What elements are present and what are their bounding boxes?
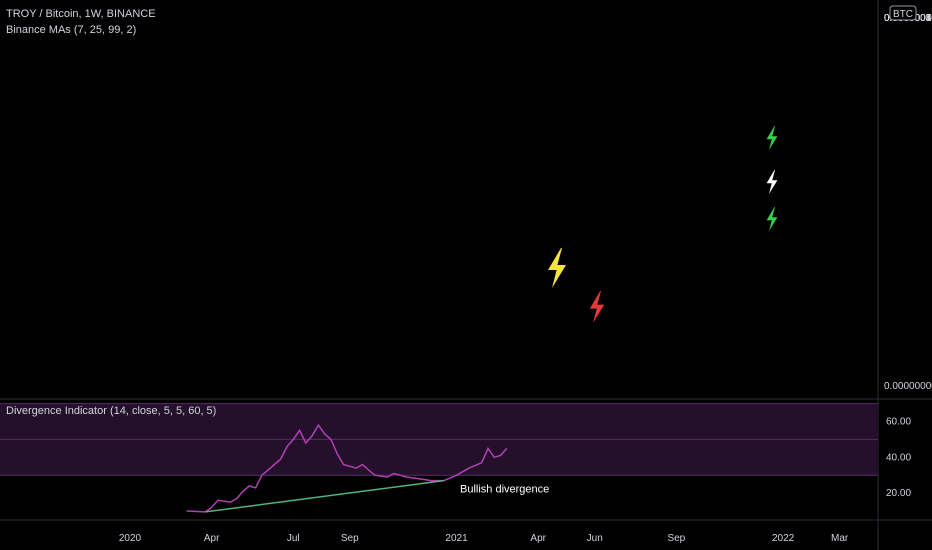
- bolts: [548, 126, 778, 323]
- symbol-legend[interactable]: TROY / Bitcoin, 1W, BINANCE: [6, 8, 156, 20]
- bolt-red-icon: [589, 291, 605, 323]
- time-tick-label: Apr: [530, 533, 546, 544]
- indicator-tick-label: 40.00: [886, 452, 911, 463]
- indicator-legend[interactable]: Divergence Indicator (14, close, 5, 5, 6…: [6, 405, 217, 417]
- rsi-line: [186, 423, 508, 513]
- time-tick-label: Jun: [587, 533, 603, 544]
- indicator-pane: Bullish divergence: [0, 403, 878, 513]
- price-tick-label: 0.00000000: [884, 381, 932, 392]
- bolt-green-icon: [766, 207, 778, 231]
- time-tick-label: Sep: [341, 533, 359, 544]
- indicator-tick-label: 20.00: [886, 488, 911, 499]
- time-tick-label: Apr: [204, 533, 220, 544]
- time-tick-label: Mar: [831, 533, 849, 544]
- ma-legend[interactable]: Binance MAs (7, 25, 99, 2): [6, 24, 137, 36]
- currency-badge: [889, 5, 917, 21]
- bolt-yellow-icon: [548, 248, 566, 288]
- divergence-annotation: Bullish divergence: [460, 484, 549, 496]
- bolt-green-icon: [766, 126, 778, 150]
- bolt-white-icon: [766, 170, 778, 194]
- time-tick-label: 2021: [445, 533, 468, 544]
- time-tick-label: 2022: [772, 533, 795, 544]
- indicator-tick-label: 60.00: [886, 416, 911, 427]
- divergence-line: [205, 479, 445, 513]
- axes: 0.000000800.000000700.000000600.00000050…: [119, 5, 932, 544]
- time-tick-label: Sep: [667, 533, 685, 544]
- time-tick-label: 2020: [119, 533, 142, 544]
- currency-badge-label: BTC: [893, 9, 913, 20]
- time-tick-label: Jul: [287, 533, 300, 544]
